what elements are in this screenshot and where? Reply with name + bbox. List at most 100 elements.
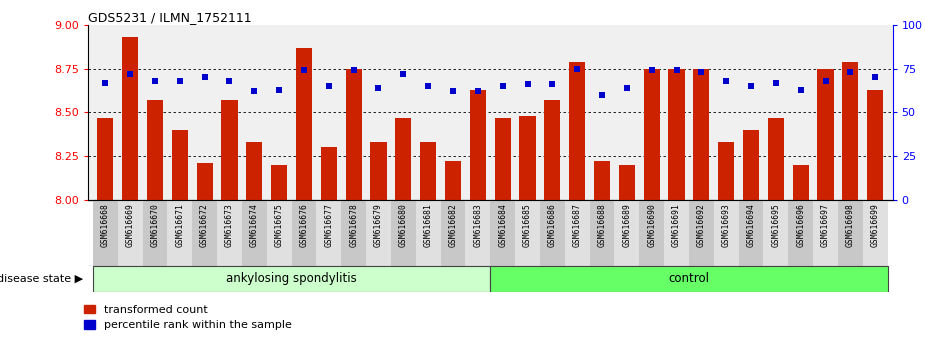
Bar — [867, 90, 883, 200]
Bar — [167, 200, 192, 266]
Point — [396, 71, 411, 77]
Bar — [495, 118, 511, 200]
Point — [570, 66, 585, 72]
Text: GSM616690: GSM616690 — [648, 203, 656, 247]
Bar — [515, 200, 540, 266]
Point — [545, 81, 560, 87]
Point — [272, 87, 287, 92]
Bar — [246, 142, 263, 200]
Text: GSM616696: GSM616696 — [796, 203, 806, 247]
Bar — [97, 118, 114, 200]
Text: GSM616671: GSM616671 — [175, 203, 184, 247]
Bar — [540, 200, 565, 266]
Bar — [147, 100, 163, 200]
Bar — [172, 130, 188, 200]
Text: GSM616679: GSM616679 — [374, 203, 383, 247]
Bar — [743, 130, 759, 200]
Text: GSM616670: GSM616670 — [151, 203, 159, 247]
Bar — [316, 200, 341, 266]
Bar — [415, 200, 440, 266]
Bar — [196, 163, 213, 200]
Point — [197, 75, 212, 80]
Bar — [321, 147, 337, 200]
Text: GSM616695: GSM616695 — [771, 203, 781, 247]
Bar — [192, 200, 217, 266]
Text: GSM616673: GSM616673 — [225, 203, 234, 247]
Text: GDS5231 / ILMN_1752111: GDS5231 / ILMN_1752111 — [88, 11, 252, 24]
Point — [669, 68, 684, 73]
Point — [297, 68, 312, 73]
Point — [148, 78, 163, 84]
Text: GSM616689: GSM616689 — [623, 203, 632, 247]
Bar — [445, 161, 461, 200]
Point — [247, 88, 262, 94]
Text: disease state ▶: disease state ▶ — [0, 274, 83, 284]
Text: GSM616678: GSM616678 — [349, 203, 358, 247]
Bar — [296, 47, 312, 200]
Bar — [763, 200, 788, 266]
Point — [98, 80, 113, 85]
Bar — [271, 165, 287, 200]
Point — [421, 83, 436, 89]
Point — [818, 78, 833, 84]
Bar — [490, 266, 888, 292]
Point — [744, 83, 758, 89]
Bar — [420, 142, 437, 200]
Point — [843, 69, 857, 75]
Text: GSM616683: GSM616683 — [474, 203, 482, 247]
Text: GSM616699: GSM616699 — [870, 203, 880, 247]
Bar — [843, 62, 858, 200]
Bar — [440, 200, 465, 266]
Point — [321, 83, 336, 89]
Point — [694, 69, 709, 75]
Bar — [544, 100, 561, 200]
Point — [172, 78, 187, 84]
Bar — [813, 200, 838, 266]
Bar — [122, 37, 138, 200]
Bar — [714, 200, 739, 266]
Bar — [689, 200, 714, 266]
Point — [794, 87, 808, 92]
Point — [620, 85, 635, 91]
Bar — [490, 200, 515, 266]
Bar — [370, 142, 387, 200]
Bar — [614, 200, 639, 266]
Bar — [569, 62, 586, 200]
Bar — [669, 69, 684, 200]
Point — [595, 92, 610, 98]
Bar — [346, 69, 362, 200]
Bar — [341, 200, 366, 266]
Text: GSM616687: GSM616687 — [573, 203, 582, 247]
Bar — [818, 69, 833, 200]
Bar — [644, 69, 660, 200]
Text: GSM616675: GSM616675 — [275, 203, 284, 247]
Bar — [694, 69, 709, 200]
Text: GSM616680: GSM616680 — [399, 203, 408, 247]
Bar — [391, 200, 415, 266]
Bar — [465, 200, 490, 266]
Text: GSM616684: GSM616684 — [499, 203, 507, 247]
Text: ankylosing spondylitis: ankylosing spondylitis — [227, 272, 357, 285]
Bar — [395, 118, 412, 200]
Text: GSM616677: GSM616677 — [325, 203, 333, 247]
Bar — [291, 200, 316, 266]
Text: GSM616698: GSM616698 — [845, 203, 855, 247]
Text: GSM616681: GSM616681 — [424, 203, 433, 247]
Text: GSM616694: GSM616694 — [746, 203, 756, 247]
Point — [222, 78, 237, 84]
Bar — [718, 142, 734, 200]
Text: GSM616691: GSM616691 — [672, 203, 681, 247]
Text: control: control — [669, 272, 709, 285]
Bar — [92, 266, 490, 292]
Bar — [565, 200, 589, 266]
Bar — [217, 200, 241, 266]
Bar — [838, 200, 863, 266]
Bar — [664, 200, 689, 266]
Bar — [520, 116, 536, 200]
Point — [868, 75, 882, 80]
Bar — [793, 165, 808, 200]
Text: GSM616682: GSM616682 — [449, 203, 458, 247]
Bar — [619, 165, 635, 200]
Bar — [639, 200, 664, 266]
Bar — [594, 161, 610, 200]
